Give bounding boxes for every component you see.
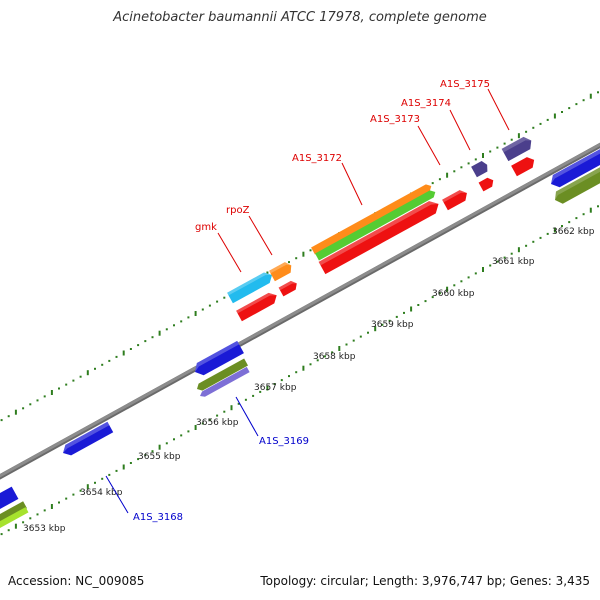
cds-A1S_3168-blue[interactable] xyxy=(60,421,114,459)
cds-A1S_3173-red[interactable] xyxy=(442,188,470,211)
cds-gmk-red[interactable] xyxy=(236,290,279,322)
tick-label-3656: 3656 kbp xyxy=(196,418,239,428)
cds-A1S_3175-purple[interactable] xyxy=(501,134,535,162)
cds-A1S_3172-red[interactable] xyxy=(318,198,442,275)
cds-rpoZ-orange[interactable] xyxy=(269,260,294,282)
tick-label-3658: 3658 kbp xyxy=(313,352,356,362)
forward-features xyxy=(227,134,537,322)
tick-label-3660: 3660 kbp xyxy=(432,289,475,299)
gene-labels: gmk rpoZ A1S_3172 A1S_3173 A1S_3174 A1S_… xyxy=(133,79,490,523)
tick-labels: 3653 kbp 3654 kbp 3655 kbp 3656 kbp 3657… xyxy=(23,227,595,534)
label-A1S_3172[interactable]: A1S_3172 xyxy=(292,153,342,164)
cds-A1S_3172-orange[interactable] xyxy=(311,182,433,255)
backbone xyxy=(0,142,600,480)
cds-A1S_3169-lavender[interactable] xyxy=(199,366,250,399)
cds-left-olive[interactable] xyxy=(0,501,27,527)
tick-label-3655: 3655 kbp xyxy=(138,452,181,462)
cds-left-blue[interactable] xyxy=(0,486,19,519)
cds-rpoZ-red[interactable] xyxy=(278,279,300,297)
genome-summary-text: Topology: circular; Length: 3,976,747 bp… xyxy=(260,574,590,588)
leader-rpoZ xyxy=(248,215,273,256)
leader-A1S_3175 xyxy=(487,88,510,131)
tick-label-3662: 3662 kbp xyxy=(552,227,595,237)
leader-gmk xyxy=(217,232,242,273)
label-gmk[interactable]: gmk xyxy=(195,222,217,233)
cds-A1S_3172-green[interactable] xyxy=(315,188,437,261)
tick-label-3657: 3657 kbp xyxy=(254,383,297,393)
label-leaders xyxy=(105,88,510,514)
label-A1S_3173[interactable]: A1S_3173 xyxy=(370,114,420,125)
cds-left-lime[interactable] xyxy=(0,507,29,532)
accession-text: Accession: NC_009085 xyxy=(8,574,145,588)
tick-label-3654: 3654 kbp xyxy=(80,488,123,498)
leader-A1S_3174 xyxy=(449,109,471,151)
backbone-line xyxy=(0,142,600,478)
cds-A1S_3169-olive[interactable] xyxy=(195,358,249,393)
label-A1S_3169[interactable]: A1S_3169 xyxy=(259,436,309,447)
reverse-features xyxy=(0,144,600,532)
cds-A1S_3175-red[interactable] xyxy=(511,155,537,177)
leader-A1S_3172 xyxy=(341,162,363,206)
label-A1S_3174[interactable]: A1S_3174 xyxy=(401,98,451,109)
map-title: Acinetobacter baumannii ATCC 17978, comp… xyxy=(113,10,487,25)
lower-ruler xyxy=(0,205,599,536)
tick-label-3659: 3659 kbp xyxy=(371,320,414,330)
leader-A1S_3173 xyxy=(417,125,441,166)
label-A1S_3168[interactable]: A1S_3168 xyxy=(133,512,183,523)
leader-A1S_3168 xyxy=(105,475,129,514)
cds-A1S_3174-purple[interactable] xyxy=(471,160,490,178)
cds-A1S_3174-red[interactable] xyxy=(478,176,496,192)
leader-A1S_3169 xyxy=(235,396,259,437)
tick-label-3661: 3661 kbp xyxy=(492,257,535,267)
cds-A1S_3169-blue[interactable] xyxy=(192,340,244,378)
tick-label-3653: 3653 kbp xyxy=(23,524,66,534)
label-rpoZ[interactable]: rpoZ xyxy=(226,205,250,216)
label-A1S_3175[interactable]: A1S_3175 xyxy=(440,79,490,90)
cds-gmk-cyan[interactable] xyxy=(227,270,275,304)
